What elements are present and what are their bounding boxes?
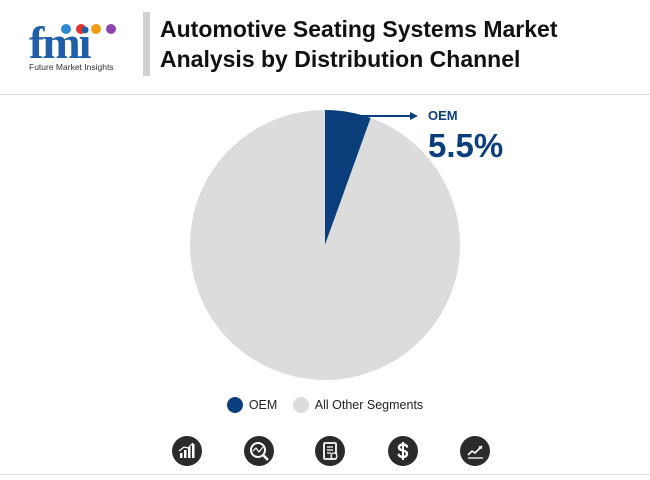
annotation-value: 5.5% [428, 127, 503, 164]
dollar-icon[interactable] [388, 436, 418, 466]
legend-swatch-other [292, 397, 309, 413]
legend-swatch-oem [226, 397, 243, 413]
line-chart-icon[interactable] [460, 436, 490, 466]
logo-dot-icon [76, 24, 86, 34]
legend-item-other: All Other Segments [292, 397, 424, 413]
bar-chart-icon[interactable] [172, 436, 202, 466]
title-divider [143, 12, 150, 76]
legend: OEM All Other Segments [0, 397, 650, 416]
annotation-label: OEM [428, 108, 458, 123]
logo-text: fmi [29, 17, 91, 68]
logo-dot-icon [91, 24, 101, 34]
annotation-arrowhead [410, 112, 418, 120]
fmi-logo [18, 10, 136, 80]
legend-item-oem: OEM [226, 397, 278, 413]
header: fmi Future Market Insights Automotive Se… [0, 0, 650, 92]
pie-slice-oem [325, 110, 371, 245]
legend-label-oem: OEM [248, 398, 278, 412]
document-icon[interactable] [315, 436, 345, 466]
footer-icons [0, 436, 650, 470]
legend-label-other: All Other Segments [314, 398, 424, 412]
logo-dot-icon [61, 24, 71, 34]
logo-dot-icon [106, 24, 116, 34]
magnifier-chart-icon[interactable] [244, 436, 274, 466]
footer-divider [0, 474, 650, 475]
logo-tagline: Future Market Insights [29, 62, 114, 72]
page-title: Automotive Seating Systems Market Analys… [160, 16, 558, 72]
pie-chart: OEM 5.5% [189, 108, 503, 380]
header-divider [0, 94, 650, 95]
pie-slice-all-other-segments [189, 110, 460, 380]
